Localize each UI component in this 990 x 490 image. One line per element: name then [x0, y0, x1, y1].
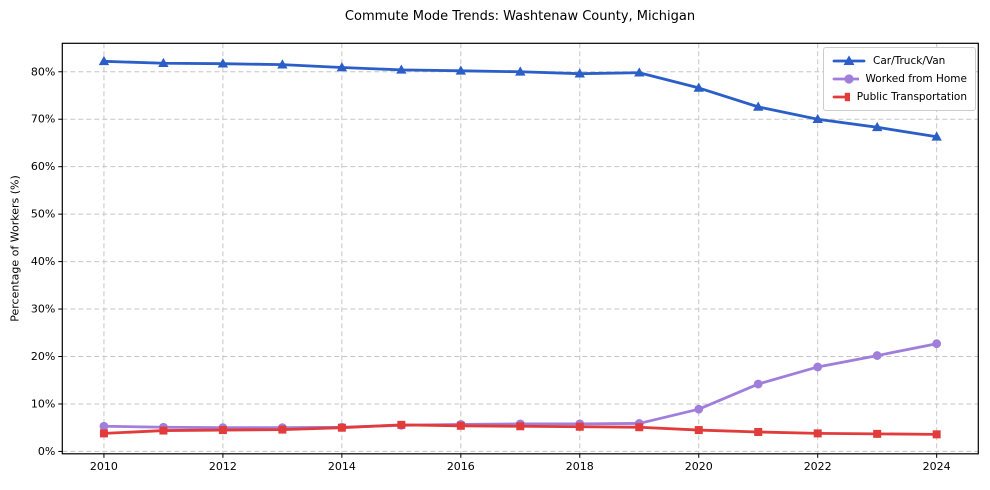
data-point-circle [872, 351, 882, 360]
series-car-truck-van [98, 55, 942, 141]
x-tick-label: 2010 [90, 460, 118, 473]
y-tick-label: 60% [31, 160, 55, 173]
data-point-circle [844, 74, 854, 84]
data-point-square [516, 422, 525, 431]
data-point-triangle [277, 59, 288, 69]
y-tick-label: 30% [31, 303, 55, 316]
legend-line-sample-square-icon [832, 92, 850, 102]
data-point-square [397, 420, 406, 429]
data-point-triangle [753, 101, 764, 111]
data-point-circle [753, 379, 763, 389]
chart-title: Commute Mode Trends: Washtenaw County, M… [344, 9, 696, 24]
data-point-triangle [871, 121, 883, 132]
legend-line-sample-triangle-icon [832, 55, 866, 65]
data-point-triangle [515, 66, 526, 76]
data-point-triangle [634, 67, 645, 77]
data-point-circle [694, 404, 704, 414]
data-point-square [844, 92, 850, 102]
data-point-triangle [574, 68, 585, 78]
x-tick-label: 2020 [685, 460, 713, 473]
data-point-triangle [336, 62, 348, 72]
y-tick-label: 80% [31, 65, 55, 78]
legend-item-car-truck-van: Car/Truck/Van [832, 54, 967, 68]
legend-label: Public Transportation [856, 91, 967, 103]
y-tick-label: 20% [31, 350, 55, 363]
x-tick-label: 2024 [923, 460, 951, 473]
x-tick-label: 2018 [566, 460, 594, 473]
data-point-triangle [693, 82, 704, 92]
data-point-square [218, 426, 227, 435]
y-tick-label: 70% [31, 113, 55, 126]
legend: Car/Truck/Van Worked from Home Public Tr… [823, 47, 976, 111]
data-point-circle [932, 339, 942, 349]
y-tick-label: 10% [31, 397, 55, 410]
data-point-triangle [396, 64, 407, 74]
data-point-square [754, 427, 763, 436]
data-point-square [456, 421, 465, 430]
data-point-circle [99, 421, 109, 431]
data-point-square [813, 429, 822, 438]
data-point-triangle [455, 65, 467, 75]
x-tick-label: 2012 [209, 460, 237, 473]
data-point-square [99, 429, 108, 438]
series-worked-from-home [99, 339, 942, 433]
data-point-triangle [931, 131, 942, 141]
series-public-transportation [99, 420, 941, 439]
legend-line-sample-circle-icon [832, 74, 859, 84]
legend-item-worked-from-home: Worked from Home [832, 72, 967, 86]
data-point-square [932, 430, 941, 439]
data-point-triangle [217, 58, 229, 68]
data-point-square [694, 426, 703, 435]
legend-label: Worked from Home [865, 73, 967, 85]
x-tick-label: 2016 [447, 460, 475, 473]
data-point-square [278, 425, 287, 434]
data-point-square [337, 423, 346, 432]
y-tick-label: 40% [31, 255, 55, 268]
x-tick-label: 2014 [328, 460, 356, 473]
legend-item-public-transportation: Public Transportation [832, 90, 967, 104]
data-point-square [575, 422, 584, 431]
data-point-triangle [98, 55, 110, 66]
plot-frame [61, 42, 979, 455]
data-point-triangle [812, 113, 823, 124]
x-tick-label: 2022 [804, 460, 832, 473]
data-point-square [159, 426, 168, 435]
legend-label: Car/Truck/Van [873, 55, 946, 67]
data-point-triangle [843, 55, 855, 65]
data-point-square [873, 429, 882, 438]
data-point-triangle [158, 57, 169, 68]
y-tick-label: 0% [38, 445, 55, 458]
y-tick-label: 50% [31, 208, 55, 221]
data-point-square [635, 423, 644, 432]
data-point-circle [813, 362, 823, 372]
